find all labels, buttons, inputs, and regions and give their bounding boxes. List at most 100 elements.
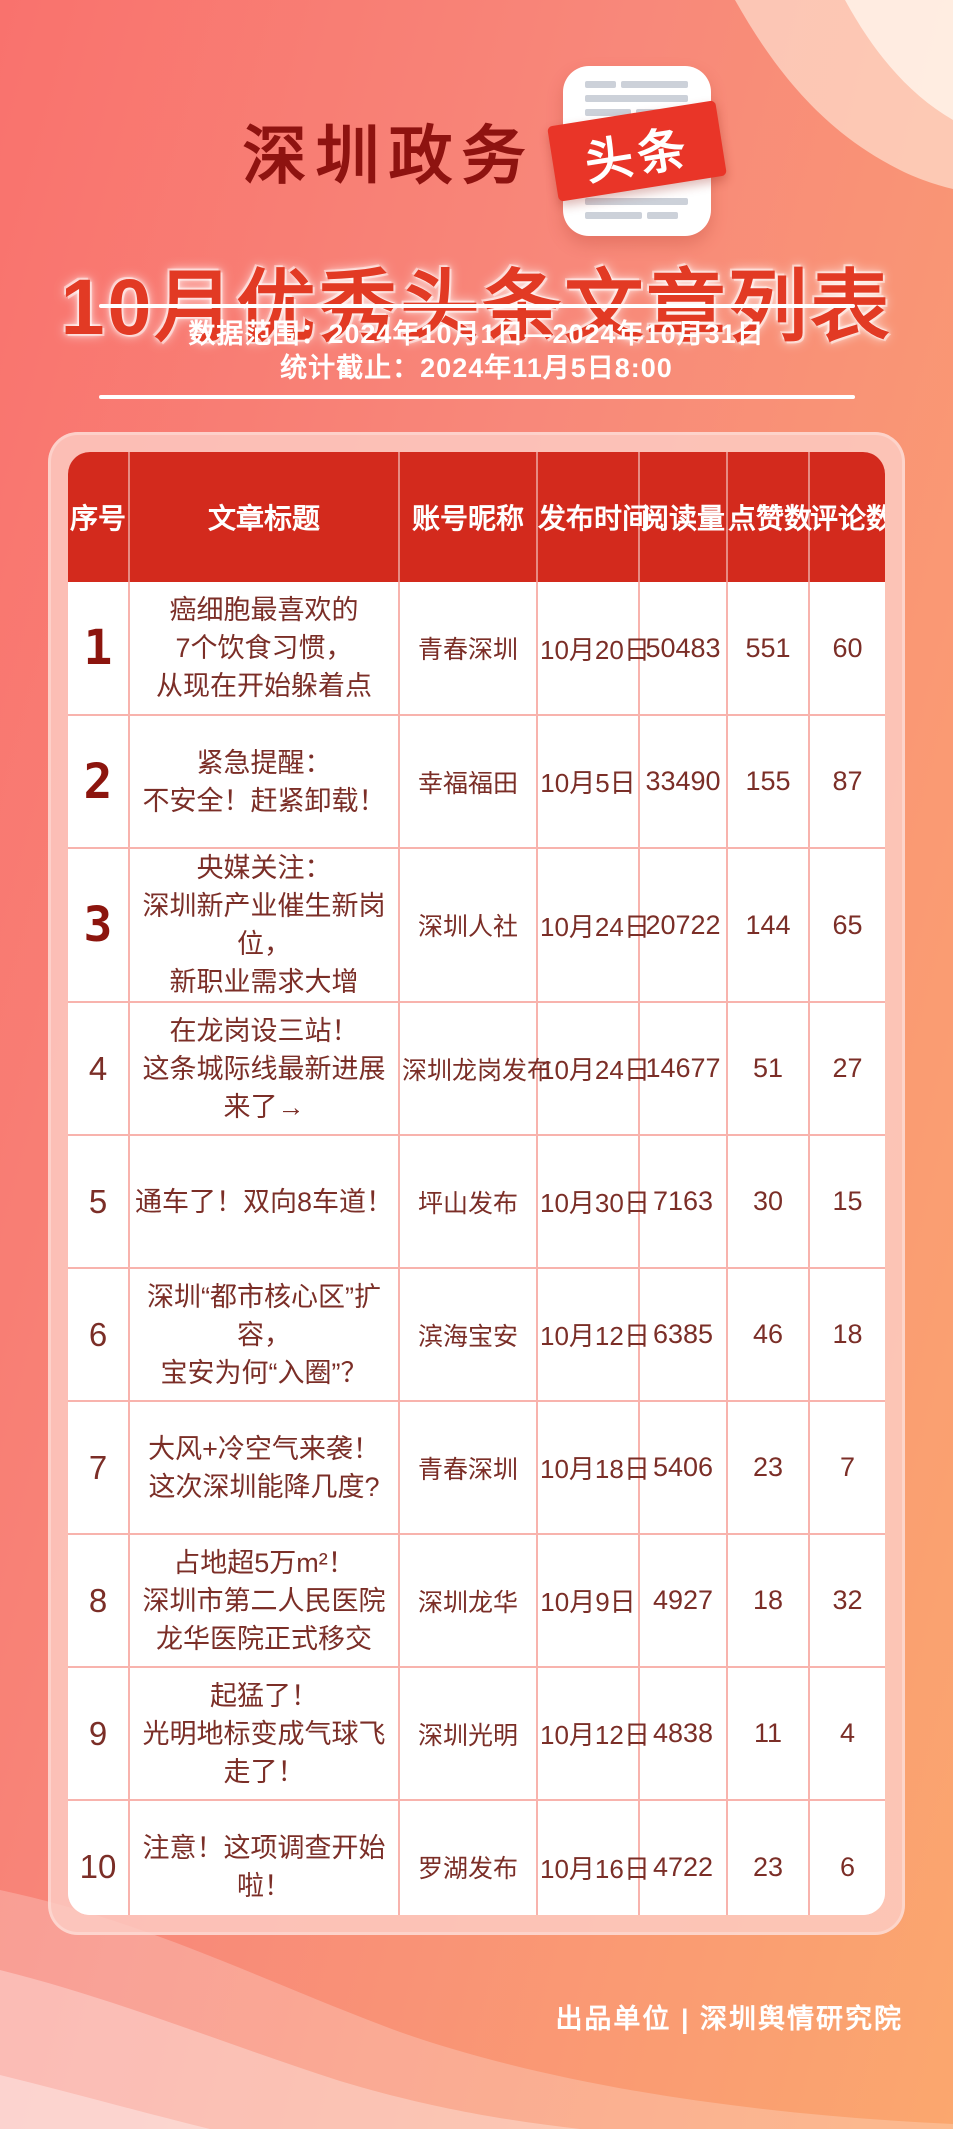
article-title-cell: 占地超5万m²！ 深圳市第二人民医院 龙华医院正式移交: [128, 1533, 400, 1668]
rank-cell: 1: [68, 582, 130, 716]
reads-cell: 4722: [638, 1799, 728, 1915]
divider-bottom: [98, 395, 855, 399]
publish-date-cell: 10月5日: [536, 714, 640, 849]
publish-date-cell: 10月24日: [536, 1001, 650, 1136]
comments-cell: 60: [808, 582, 885, 716]
reads-cell: 4838: [638, 1666, 728, 1801]
publish-date-cell: 10月12日: [536, 1267, 650, 1402]
account-cell: 深圳龙岗发布: [398, 1001, 552, 1136]
account-cell: 罗湖发布: [398, 1799, 538, 1915]
reads-cell: 33490: [638, 714, 728, 849]
likes-cell: 155: [726, 714, 810, 849]
toutiao-logo-icon: 头条: [546, 66, 727, 236]
account-cell: 深圳光明: [398, 1666, 538, 1801]
brand-row: 深圳政务 头条: [0, 62, 953, 240]
reads-cell: 50483: [638, 582, 728, 716]
divider-top: [98, 304, 855, 308]
table-body: 1 癌细胞最喜欢的 7个饮食习惯， 从现在开始躲着点 青春深圳 10月20日 50483…: [68, 582, 885, 1915]
column-header-date: 发布时间: [537, 452, 650, 582]
account-cell: 滨海宝安: [398, 1267, 538, 1402]
rank-cell: 9: [68, 1666, 130, 1801]
rank-cell: 10: [68, 1799, 130, 1915]
account-cell: 坪山发布: [398, 1134, 538, 1269]
stat-deadline-text: 统计截止：2024年11月5日8:00: [280, 353, 673, 383]
column-header-account: 账号昵称: [399, 452, 538, 582]
rank-cell: 7: [68, 1400, 130, 1535]
column-header-reads: 阅读量: [639, 452, 728, 582]
comments-cell: 15: [808, 1134, 885, 1269]
article-title-cell: 起猛了！ 光明地标变成气球飞走了！: [128, 1666, 400, 1801]
comments-cell: 32: [808, 1533, 885, 1668]
column-header-rank: 序号: [68, 452, 130, 582]
table-card: 序号 文章标题 账号昵称 发布时间 阅读量 点赞数 评论数 1 癌细胞最喜欢的 7…: [48, 432, 905, 1935]
toutiao-ribbon-label: 头条: [580, 121, 694, 191]
table-header-row: 序号 文章标题 账号昵称 发布时间 阅读量 点赞数 评论数: [68, 452, 885, 582]
publish-date-cell: 10月30日: [536, 1134, 650, 1269]
table-row: 2 紧急提醒： 不安全！赶紧卸载！ 幸福福田 10月5日 33490 155 87: [68, 714, 885, 849]
comments-cell: 87: [808, 714, 885, 849]
reads-cell: 4927: [638, 1533, 728, 1668]
data-range-text: 数据范围：2024年10月1日—2024年10月31日: [188, 319, 765, 349]
reads-cell: 5406: [638, 1400, 728, 1535]
rank-cell: 4: [68, 1001, 130, 1136]
rank-cell: 2: [68, 714, 130, 849]
rank-cell: 5: [68, 1134, 130, 1269]
likes-cell: 51: [726, 1001, 810, 1136]
account-cell: 青春深圳: [398, 582, 538, 716]
comments-cell: 18: [808, 1267, 885, 1402]
likes-cell: 30: [726, 1134, 810, 1269]
publish-date-cell: 10月18日: [536, 1400, 650, 1535]
likes-cell: 144: [726, 847, 810, 1003]
article-title-cell: 注意！这项调查开始啦！: [128, 1799, 400, 1915]
table-row: 1 癌细胞最喜欢的 7个饮食习惯， 从现在开始躲着点 青春深圳 10月20日 50483…: [68, 582, 885, 716]
article-title-cell: 深圳“都市核心区”扩容， 宝安为何“入圈”？: [128, 1267, 400, 1402]
article-title-cell: 大风+冷空气来袭！ 这次深圳能降几度?: [128, 1400, 400, 1535]
table-row: 9 起猛了！ 光明地标变成气球飞走了！ 深圳光明 10月12日 4838 11 4: [68, 1666, 885, 1801]
article-title-cell: 癌细胞最喜欢的 7个饮食习惯， 从现在开始躲着点: [128, 582, 400, 716]
rank-cell: 6: [68, 1267, 130, 1402]
column-header-likes: 点赞数: [727, 452, 812, 582]
rank-cell: 8: [68, 1533, 130, 1668]
table-wrap: 序号 文章标题 账号昵称 发布时间 阅读量 点赞数 评论数 1 癌细胞最喜欢的 7…: [68, 452, 885, 1915]
article-title-cell: 在龙岗设三站！ 这条城际线最新进展来了→: [128, 1001, 400, 1136]
table-row: 5 通车了！双向8车道！ 坪山发布 10月30日 7163 30 15: [68, 1134, 885, 1269]
articles-table: 序号 文章标题 账号昵称 发布时间 阅读量 点赞数 评论数 1 癌细胞最喜欢的 7…: [68, 452, 885, 1915]
comments-cell: 65: [808, 847, 885, 1003]
likes-cell: 11: [726, 1666, 810, 1801]
table-row: 4 在龙岗设三站！ 这条城际线最新进展来了→ 深圳龙岗发布 10月24日 14677 51…: [68, 1001, 885, 1136]
likes-cell: 46: [726, 1267, 810, 1402]
reads-cell: 6385: [638, 1267, 728, 1402]
table-row: 8 占地超5万m²！ 深圳市第二人民医院 龙华医院正式移交 深圳龙华 10月9日 492…: [68, 1533, 885, 1668]
likes-cell: 23: [726, 1799, 810, 1915]
publish-date-cell: 10月16日: [536, 1799, 650, 1915]
table-row: 7 大风+冷空气来袭！ 这次深圳能降几度? 青春深圳 10月18日 5406 23 7: [68, 1400, 885, 1535]
article-title-cell: 紧急提醒： 不安全！赶紧卸载！: [128, 714, 400, 849]
table-row: 3 央媒关注： 深圳新产业催生新岗位， 新职业需求大增 深圳人社 10月24日 2072…: [68, 847, 885, 1003]
footer-credit: 出品单位 | 深圳舆情研究院: [555, 2004, 903, 2034]
comments-cell: 7: [808, 1400, 885, 1535]
account-cell: 幸福福田: [398, 714, 538, 849]
comments-cell: 27: [808, 1001, 885, 1136]
account-cell: 深圳人社: [398, 847, 538, 1003]
publish-date-cell: 10月20日: [536, 582, 650, 716]
account-cell: 青春深圳: [398, 1400, 538, 1535]
article-title-cell: 央媒关注： 深圳新产业催生新岗位， 新职业需求大增: [128, 847, 400, 1003]
likes-cell: 551: [726, 582, 810, 716]
column-header-comments: 评论数: [809, 452, 885, 582]
comments-cell: 4: [808, 1666, 885, 1801]
publish-date-cell: 10月12日: [536, 1666, 650, 1801]
likes-cell: 18: [726, 1533, 810, 1668]
likes-cell: 23: [726, 1400, 810, 1535]
rank-cell: 3: [68, 847, 130, 1003]
reads-cell: 14677: [638, 1001, 728, 1136]
article-title-cell: 通车了！双向8车道！: [128, 1134, 400, 1269]
table-row: 6 深圳“都市核心区”扩容， 宝安为何“入圈”？ 滨海宝安 10月12日 6385 46 1…: [68, 1267, 885, 1402]
reads-cell: 7163: [638, 1134, 728, 1269]
account-cell: 深圳龙华: [398, 1533, 538, 1668]
column-header-title: 文章标题: [129, 452, 400, 582]
table-row: 10 注意！这项调查开始啦！ 罗湖发布 10月16日 4722 23 6: [68, 1799, 885, 1915]
brand-title: 深圳政务: [242, 120, 535, 192]
meta-section: 数据范围：2024年10月1日—2024年10月31日 统计截止：2024年11…: [0, 304, 953, 399]
logo-text-lines-bottom: [584, 198, 689, 219]
